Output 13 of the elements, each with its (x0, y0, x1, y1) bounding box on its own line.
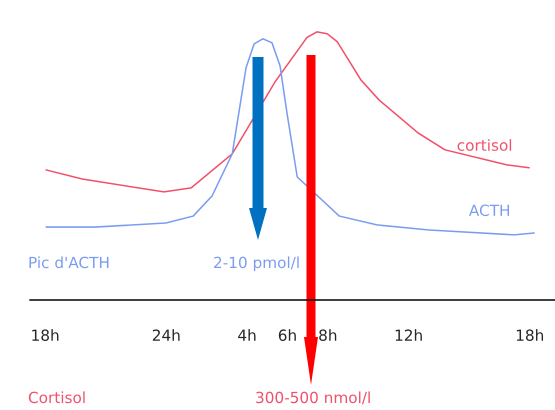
text: 300-500 nmol/l (256, 391, 370, 404)
annotation: 2-10 pmol/l (214, 256, 299, 272)
series-label: ACTH (468, 204, 510, 216)
text: Cortisol (28, 391, 85, 404)
x-tick-label: 18h (516, 329, 544, 341)
x-tick-label: 18h (32, 329, 58, 341)
x-tick-label: 8h (319, 329, 336, 341)
annotation: Pic d'ACTH (30, 256, 108, 268)
x-tick-label: 4h (238, 329, 256, 341)
x-tick-label: 24h (152, 329, 180, 341)
x-tick-label: 6h (278, 329, 296, 341)
x-tick-label: 12h (396, 329, 422, 341)
series-label: cortisol (458, 139, 512, 151)
